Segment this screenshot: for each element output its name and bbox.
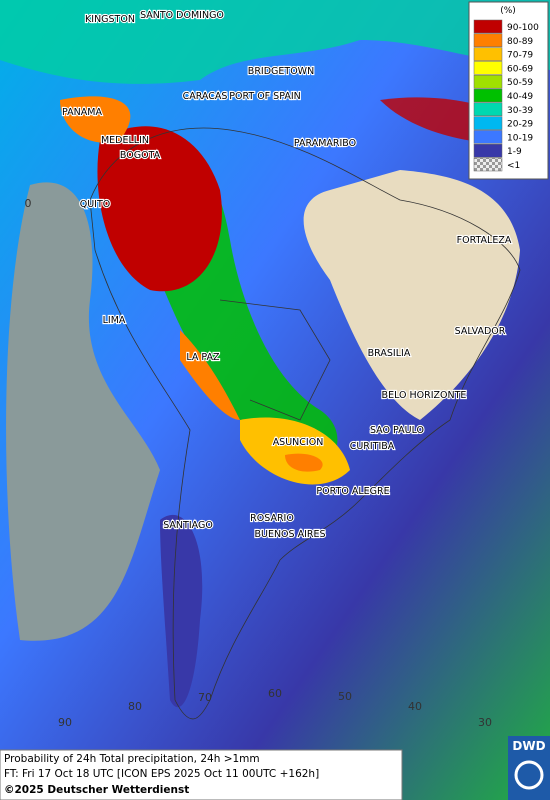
city-label: PORT OF SPAIN [229,91,300,102]
city-label: CARACAS [183,91,228,102]
city-label: ASUNCION [273,437,324,448]
legend-swatch [473,19,503,34]
field [240,417,350,485]
legend-title: (%) [500,6,516,16]
field [285,453,323,472]
legend-label: 40-49 [507,92,533,102]
field [97,126,222,292]
legend-swatch [473,88,503,103]
legend-label: 70-79 [507,51,533,61]
city-label: MEDELLIN [101,135,149,146]
dry-land [303,170,520,420]
city-label: SALVADOR [455,326,506,337]
footer-line: Probability of 24h Total precipitation, … [4,753,260,765]
legend-swatch [473,143,503,158]
legend-label: 80-89 [507,37,533,47]
city-label: CURITIBA [350,441,395,452]
legend-label: 30-39 [507,106,533,116]
legend-swatch [473,116,503,130]
grid-label: 90 [58,716,72,729]
field [180,330,240,420]
city-label: FORTALEZA [457,235,512,246]
legend-swatch [473,157,503,172]
legend-label: 90-100 [507,23,539,33]
field [160,514,203,708]
legend-label: 1-9 [507,147,522,157]
field [0,0,550,84]
city-label: PORTO ALEGRE [316,486,389,497]
city-label: SAO PAULO [370,425,424,436]
city-label: BELO HORIZONTE [382,390,467,401]
footer-box [0,749,403,800]
city-label: BRASILIA [368,348,411,359]
city-label: BUENOS AIRES [254,529,325,540]
city-label: BRIDGETOWN [248,66,314,77]
logo-text: DWD [512,739,545,753]
city-label: ROSARIO [250,513,294,524]
city-label: PARAMARIBO [294,138,356,149]
legend-swatch [473,102,503,117]
legend-swatch [473,33,503,48]
city-label: KINGSTON [85,14,135,25]
grid-label: 80 [128,700,142,713]
grid-label: 60 [268,687,282,700]
dry-ocean [6,182,160,641]
city-label: QUITO [80,199,111,210]
legend-swatch [473,130,503,144]
legend-label: 10-19 [507,133,533,143]
city-label: LA PAZ [186,352,220,363]
footer-line: ©2025 Deutscher Wetterdienst [4,784,189,796]
legend-label: <1 [507,161,520,171]
legend-swatch [473,47,503,61]
grid-label: 40 [408,700,422,713]
grid-labels: 0 90 80 70 60 50 40 30 [25,197,493,729]
field [60,96,131,143]
legend-label: 50-59 [507,78,533,88]
grid-label: 70 [198,691,212,704]
city-label: PANAMA [62,107,102,118]
legend-label: 20-29 [507,120,533,130]
grid-label: 0 [25,197,32,210]
legend-swatch [473,61,503,75]
legend: (%) 90-100 80-89 70-79 60-69 50-59 40-49 30-39… [468,1,549,180]
legend-label: 60-69 [507,64,533,74]
city-label: SANTIAGO [163,520,213,531]
city-label: SANTO DOMINGO [140,10,224,21]
legend-swatch [473,74,503,89]
city-label: BOGOTA [120,150,161,161]
footer-line: FT: Fri 17 Oct 18 UTC [ICON EPS 2025 Oct… [4,768,319,780]
city-label: LIMA [103,315,126,326]
grid-label: 30 [478,716,492,729]
borders [89,127,521,720]
logo-icon [514,760,544,790]
grid-label: 50 [338,690,352,703]
